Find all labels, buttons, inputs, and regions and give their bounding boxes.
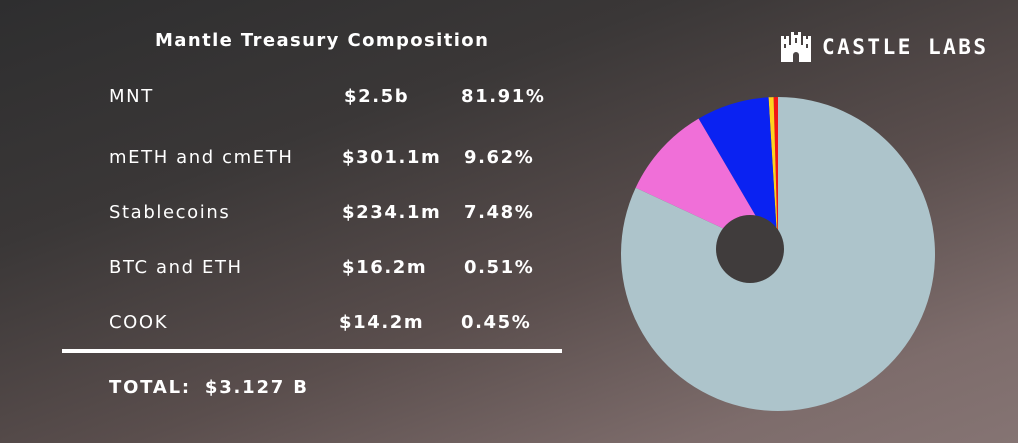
legend-label: BTC and ETH <box>109 257 243 278</box>
legend-value: $301.1m <box>342 147 442 168</box>
pie-slice <box>698 97 778 254</box>
legend-label: Stablecoins <box>109 202 231 223</box>
legend-row: MNT $2.5b 81.91% <box>0 86 600 116</box>
brand-name: CASTLE LABS <box>822 35 989 59</box>
legend-percent: 0.45% <box>461 312 532 333</box>
legend-percent: 9.62% <box>464 147 535 168</box>
chart-title: Mantle Treasury Composition <box>155 30 490 51</box>
legend-row: Stablecoins $234.1m 7.48% <box>0 202 600 232</box>
legend-label: COOK <box>109 312 169 333</box>
legend-percent: 0.51% <box>464 257 535 278</box>
total-line: TOTAL: $3.127 B <box>109 377 309 398</box>
total-label: TOTAL: <box>109 377 191 398</box>
legend-row: COOK $14.2m 0.45% <box>0 312 600 342</box>
legend-percent: 7.48% <box>464 202 535 223</box>
legend-value: $2.5b <box>344 86 410 107</box>
pie-chart <box>621 97 935 411</box>
pie-hole <box>716 215 784 283</box>
legend-value: $16.2m <box>342 257 428 278</box>
legend-label: MNT <box>109 86 154 107</box>
brand-logo: CASTLE LABS <box>780 30 989 64</box>
total-divider <box>62 349 562 353</box>
legend-value: $234.1m <box>342 202 442 223</box>
legend-percent: 81.91% <box>461 86 546 107</box>
legend-value: $14.2m <box>339 312 425 333</box>
legend-label: mETH and cmETH <box>109 147 294 168</box>
castle-icon <box>781 32 811 62</box>
legend-row: BTC and ETH $16.2m 0.51% <box>0 257 600 287</box>
pie-slice <box>768 97 778 254</box>
legend-row: mETH and cmETH $301.1m 9.62% <box>0 147 600 177</box>
pie-slice <box>773 97 778 254</box>
total-value: $3.127 B <box>204 377 309 398</box>
